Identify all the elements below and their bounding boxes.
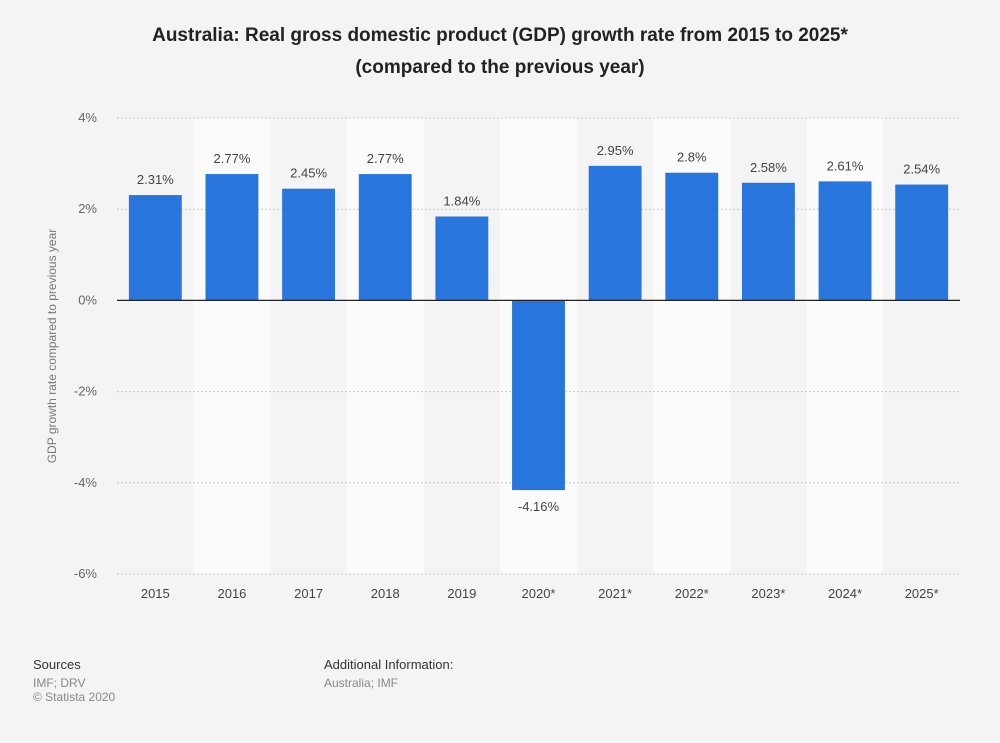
bar-2019 [435, 216, 489, 301]
bar-2022* [665, 172, 719, 301]
value-label: 1.84% [443, 193, 480, 208]
y-tick-label: 4% [78, 110, 97, 125]
value-label: 2.61% [827, 158, 864, 173]
value-labels: 2.31% 2.77% 2.45% 2.77% 1.84% -4.16% 2.95% 2.8%… [137, 143, 941, 514]
bar-2024* [818, 181, 872, 301]
x-tick-label: 2020* [522, 586, 556, 601]
x-tick-label: 2016 [217, 586, 246, 601]
sources-line: IMF; DRV [33, 676, 86, 690]
bar-2021* [588, 165, 642, 301]
value-label: 2.95% [597, 143, 634, 158]
value-label: 2.54% [903, 162, 940, 177]
y-axis-label: GDP growth rate compared to previous yea… [45, 229, 59, 464]
y-tick-label: -6% [74, 566, 98, 581]
chart-title: Australia: Real gross domestic product (… [0, 20, 1000, 84]
value-label: 2.58% [750, 160, 787, 175]
x-tick-label: 2024* [828, 586, 862, 601]
value-label: 2.45% [290, 166, 327, 181]
x-tick-label: 2018 [371, 586, 400, 601]
value-label: 2.8% [677, 150, 707, 165]
bar-2017 [282, 188, 336, 301]
sources-heading: Sources [33, 657, 81, 672]
value-label: 2.31% [137, 172, 174, 187]
sources-line: © Statista 2020 [33, 690, 116, 704]
x-tick-label: 2023* [751, 586, 785, 601]
additional-info-heading: Additional Information: [324, 657, 454, 672]
chart-subtitle: (compared to the previous year) [355, 57, 645, 78]
value-label: 2.77% [214, 151, 251, 166]
bar-2020* [512, 300, 565, 491]
x-tick-label: 2015 [141, 586, 170, 601]
x-tick-label: 2021* [598, 586, 632, 601]
bar-2018 [358, 174, 412, 301]
y-tick-label: -2% [74, 384, 98, 399]
additional-info-line: Australia; IMF [324, 676, 399, 690]
bar-2023* [741, 182, 795, 301]
y-tick-labels: 4% 2% 0% -2% -4% -6% [74, 110, 98, 581]
x-tick-label: 2022* [675, 586, 709, 601]
x-tick-label: 2017 [294, 586, 323, 601]
value-label: -4.16% [518, 499, 560, 514]
y-tick-label: 0% [78, 292, 97, 307]
bar-2015 [128, 195, 182, 301]
bar-2025* [895, 184, 949, 301]
y-tick-label: 2% [78, 201, 97, 216]
bar-2016 [205, 174, 259, 301]
bar-chart: 4% 2% 0% -2% -4% -6% 2015 2016 2017 2018 2019 2020… [45, 110, 960, 601]
value-label: 2.77% [367, 151, 404, 166]
chart-title-main: Australia: Real gross domestic product (… [152, 25, 848, 46]
y-tick-label: -4% [74, 475, 98, 490]
x-tick-label: 2019 [447, 586, 476, 601]
x-tick-labels: 2015 2016 2017 2018 2019 2020* 2021* 2022* 2023*… [141, 586, 939, 601]
x-tick-label: 2025* [905, 586, 939, 601]
bars [128, 165, 949, 491]
